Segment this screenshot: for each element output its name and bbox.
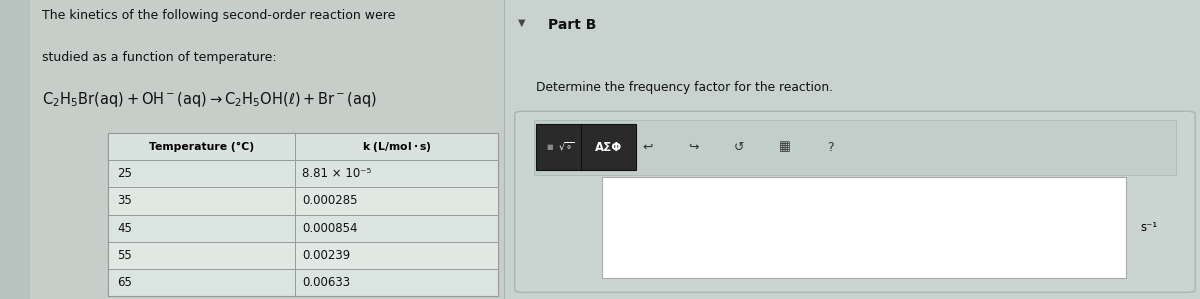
Text: ↪: ↪ [689, 141, 698, 154]
FancyBboxPatch shape [581, 124, 636, 170]
FancyBboxPatch shape [0, 0, 504, 299]
FancyBboxPatch shape [108, 160, 498, 187]
Text: 25: 25 [118, 167, 132, 180]
FancyBboxPatch shape [108, 133, 498, 160]
FancyBboxPatch shape [108, 269, 498, 296]
Text: 0.00239: 0.00239 [302, 249, 350, 262]
Text: 35: 35 [118, 194, 132, 208]
Text: Temperature (°C): Temperature (°C) [149, 142, 254, 152]
Text: ΑΣΦ: ΑΣΦ [595, 141, 622, 154]
FancyBboxPatch shape [536, 124, 582, 170]
Text: A =: A = [539, 221, 563, 234]
Text: s⁻¹: s⁻¹ [1140, 221, 1157, 234]
Text: ■: ■ [546, 144, 553, 150]
Text: 8.81 × 10⁻⁵: 8.81 × 10⁻⁵ [302, 167, 372, 180]
Text: 0.00633: 0.00633 [302, 276, 350, 289]
Text: ▦: ▦ [779, 141, 791, 154]
Text: ↺: ↺ [734, 141, 744, 154]
Text: 55: 55 [118, 249, 132, 262]
Text: $\mathbf{k}$ $\mathbf{(L/mol \cdot s)}$: $\mathbf{k}$ $\mathbf{(L/mol \cdot s)}$ [361, 140, 432, 154]
FancyBboxPatch shape [108, 242, 498, 269]
FancyBboxPatch shape [108, 187, 498, 215]
Text: ▼: ▼ [518, 18, 526, 28]
Text: Part B: Part B [548, 18, 596, 32]
FancyBboxPatch shape [534, 120, 1176, 175]
Text: studied as a function of temperature:: studied as a function of temperature: [42, 51, 277, 64]
FancyBboxPatch shape [108, 215, 498, 242]
FancyBboxPatch shape [515, 111, 1195, 292]
FancyBboxPatch shape [602, 177, 1126, 278]
Text: ?: ? [827, 141, 834, 154]
Text: 0.000854: 0.000854 [302, 222, 358, 235]
Text: 0.000285: 0.000285 [302, 194, 358, 208]
Text: $\sqrt{\circ}$: $\sqrt{\circ}$ [558, 141, 575, 153]
Text: 65: 65 [118, 276, 132, 289]
FancyBboxPatch shape [504, 0, 1200, 299]
FancyBboxPatch shape [0, 0, 30, 299]
Text: $\mathregular{C_2H_5Br(aq) + OH^-(aq) \rightarrow C_2H_5OH(\ell) + Br^-(aq)}$: $\mathregular{C_2H_5Br(aq) + OH^-(aq) \r… [42, 90, 377, 109]
Text: Determine the frequency factor for the reaction.: Determine the frequency factor for the r… [536, 81, 833, 94]
FancyBboxPatch shape [108, 133, 498, 296]
Text: The kinetics of the following second-order reaction were: The kinetics of the following second-ord… [42, 9, 395, 22]
Text: 45: 45 [118, 222, 132, 235]
Text: ↩: ↩ [643, 141, 653, 154]
